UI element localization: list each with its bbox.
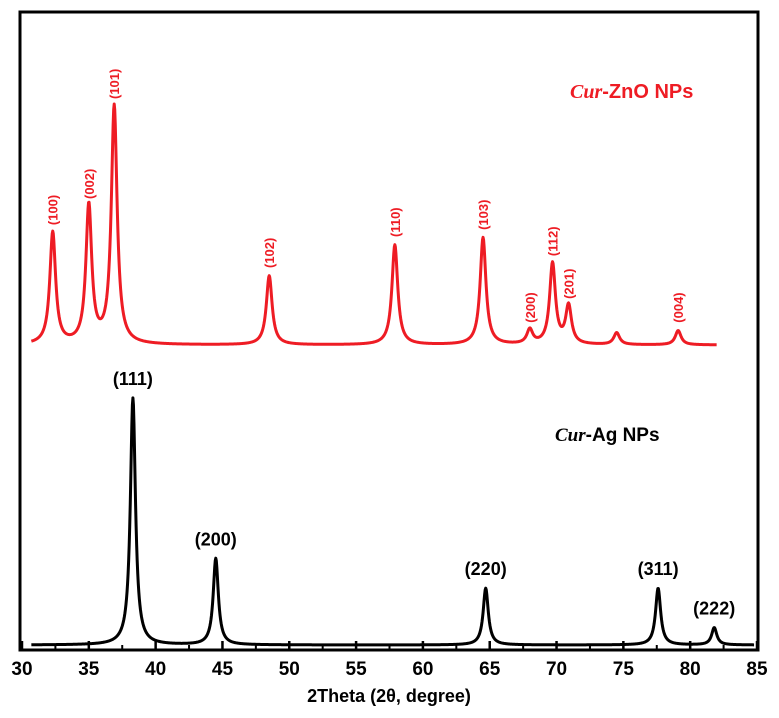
x-axis-tick-labels: 30 35 40 45 50 55 60 65 70 75 80 85 [11, 659, 768, 680]
legend-ag-suffix: -Ag NPs [586, 425, 660, 446]
zno-peak-labels: (100) (002) (101) (102) (110) (103) (200) (112)… [46, 69, 687, 323]
x-tick-label: 65 [479, 659, 501, 680]
ag-peak-label: (200) [195, 530, 237, 550]
x-tick-label: 70 [546, 659, 567, 680]
ag-trace [30, 396, 756, 647]
x-tick-label: 60 [412, 659, 433, 680]
zno-peak-label: (101) [107, 69, 122, 99]
ag-peak-label: (111) [113, 369, 153, 389]
ag-peak-labels: (111) (200) (220) (311) (222) [113, 369, 735, 619]
x-tick-label: 30 [11, 659, 32, 680]
x-tick-label: 45 [212, 659, 234, 680]
zno-peak-label: (102) [262, 238, 277, 268]
zno-peak-label: (112) [546, 226, 561, 256]
zno-peak-label: (200) [523, 292, 538, 322]
x-tick-label: 75 [613, 659, 635, 680]
legend-ag: Cur-Ag NPs [555, 425, 660, 446]
legend-zno-prefix: Cur [570, 81, 602, 103]
x-tick-label: 80 [680, 659, 701, 680]
zno-peak-label: (100) [46, 195, 61, 225]
legend-zno-suffix: -ZnO NPs [602, 81, 693, 103]
zno-peak-label: (103) [476, 200, 491, 230]
zno-peak-label: (002) [82, 169, 97, 199]
zno-peak-label: (201) [562, 269, 577, 299]
x-axis-title: 2Theta (2θ, degree) [307, 686, 471, 706]
legend-zno: Cur-ZnO NPs [570, 81, 693, 103]
plot-frame [18, 10, 760, 652]
zno-peak-label: (110) [388, 207, 403, 237]
x-tick-label: 35 [78, 659, 100, 680]
ag-peak-label: (220) [465, 559, 507, 579]
zno-peak-label: (004) [671, 292, 686, 322]
x-axis-ticks [20, 641, 759, 650]
x-tick-label: 85 [746, 659, 768, 680]
legend-ag-prefix: Cur [555, 425, 586, 446]
x-tick-label: 50 [279, 659, 300, 680]
zno-trace [30, 102, 718, 347]
x-tick-label: 40 [145, 659, 166, 680]
ag-peak-label: (311) [638, 559, 679, 579]
x-tick-label: 55 [346, 659, 368, 680]
ag-peak-label: (222) [693, 599, 735, 619]
